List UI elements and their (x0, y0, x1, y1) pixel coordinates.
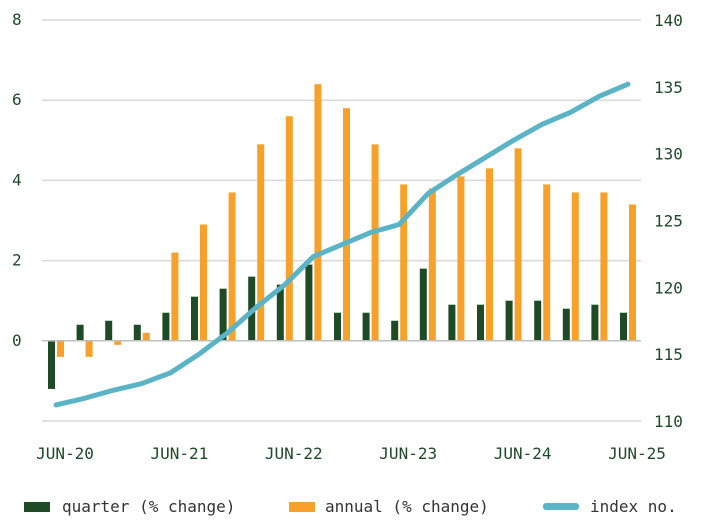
quarter-bars (48, 264, 627, 389)
annual-bar (543, 184, 551, 341)
annual-bars (57, 84, 636, 357)
quarter-bar (76, 324, 84, 341)
annual-bar (57, 340, 64, 357)
quarter-bar (162, 312, 170, 341)
right-y-axis-ticks: 140 135 130 125 120 115 110 (654, 11, 683, 431)
quarter-bar (105, 320, 113, 341)
quarter-bar (620, 312, 627, 341)
quarter-bar (276, 284, 284, 341)
quarter-bar (391, 320, 399, 341)
annual-bar (371, 144, 379, 341)
annual-bar (343, 108, 350, 341)
annual-bar (142, 332, 150, 341)
annual-bar (629, 204, 636, 341)
legend-swatch-index (543, 503, 579, 510)
annual-bar (400, 184, 408, 341)
legend: quarter (% change) annual (% change) ind… (24, 497, 677, 516)
left-y-tick-label: 4 (12, 170, 22, 189)
right-y-tick-label: 120 (654, 278, 683, 297)
annual-bar (457, 176, 465, 341)
quarter-bar (133, 324, 141, 341)
legend-label-quarter: quarter (% change) (62, 497, 235, 516)
left-y-axis-ticks: 8 6 4 2 0 (12, 10, 22, 350)
annual-bar (285, 116, 293, 341)
quarter-bar (48, 340, 55, 389)
left-y-tick-label: 0 (12, 331, 22, 350)
x-tick-label: JUN-22 (265, 444, 323, 463)
right-y-tick-label: 140 (654, 11, 683, 30)
x-axis-ticks: JUN-20 JUN-21 JUN-22 JUN-23 JUN-24 JUN-25 (36, 444, 666, 463)
annual-bar (85, 340, 93, 357)
annual-bar (428, 188, 436, 341)
annual-bar (571, 192, 579, 341)
x-tick-label: JUN-21 (151, 444, 209, 463)
annual-bar (257, 144, 265, 341)
x-tick-label: JUN-20 (36, 444, 94, 463)
right-y-tick-label: 110 (654, 412, 683, 431)
quarter-bar (191, 296, 198, 341)
right-y-tick-label: 125 (654, 212, 683, 231)
legend-label-annual: annual (% change) (325, 497, 489, 516)
annual-bar (171, 252, 179, 341)
quarter-bar (448, 304, 456, 341)
quarter-bar (534, 300, 542, 341)
right-y-tick-label: 130 (654, 145, 683, 164)
quarter-bar (334, 312, 341, 341)
gridlines (42, 19, 641, 422)
legend-swatch-annual (289, 502, 315, 512)
annual-bar (514, 148, 522, 341)
legend-label-index: index no. (590, 497, 677, 516)
annual-bar (486, 168, 493, 341)
annual-bar (114, 340, 122, 345)
quarter-bar (477, 304, 484, 341)
quarter-bar (362, 312, 370, 341)
x-tick-label: JUN-24 (494, 444, 552, 463)
right-y-tick-label: 115 (654, 345, 683, 364)
right-y-tick-label: 135 (654, 78, 683, 97)
x-tick-label: JUN-25 (608, 444, 666, 463)
quarter-bar (505, 300, 513, 341)
x-tick-label: JUN-23 (379, 444, 437, 463)
left-y-tick-label: 8 (12, 10, 22, 29)
annual-bar (314, 84, 322, 341)
legend-item-annual: annual (% change) (289, 497, 489, 516)
legend-item-index: index no. (543, 497, 677, 516)
annual-bar (228, 192, 236, 341)
quarter-bar (219, 288, 227, 341)
legend-swatch-quarter (24, 502, 50, 512)
quarter-bar (562, 308, 570, 341)
index-line (53, 81, 631, 408)
quarter-bar (591, 304, 599, 341)
legend-item-quarter: quarter (% change) (24, 497, 235, 516)
annual-bar (200, 224, 207, 341)
index-series-line (53, 81, 631, 408)
left-y-tick-label: 6 (12, 90, 22, 109)
left-y-tick-label: 2 (12, 251, 22, 270)
annual-bar (600, 192, 608, 341)
quarter-bar (419, 268, 427, 341)
quarter-bar (305, 264, 313, 341)
